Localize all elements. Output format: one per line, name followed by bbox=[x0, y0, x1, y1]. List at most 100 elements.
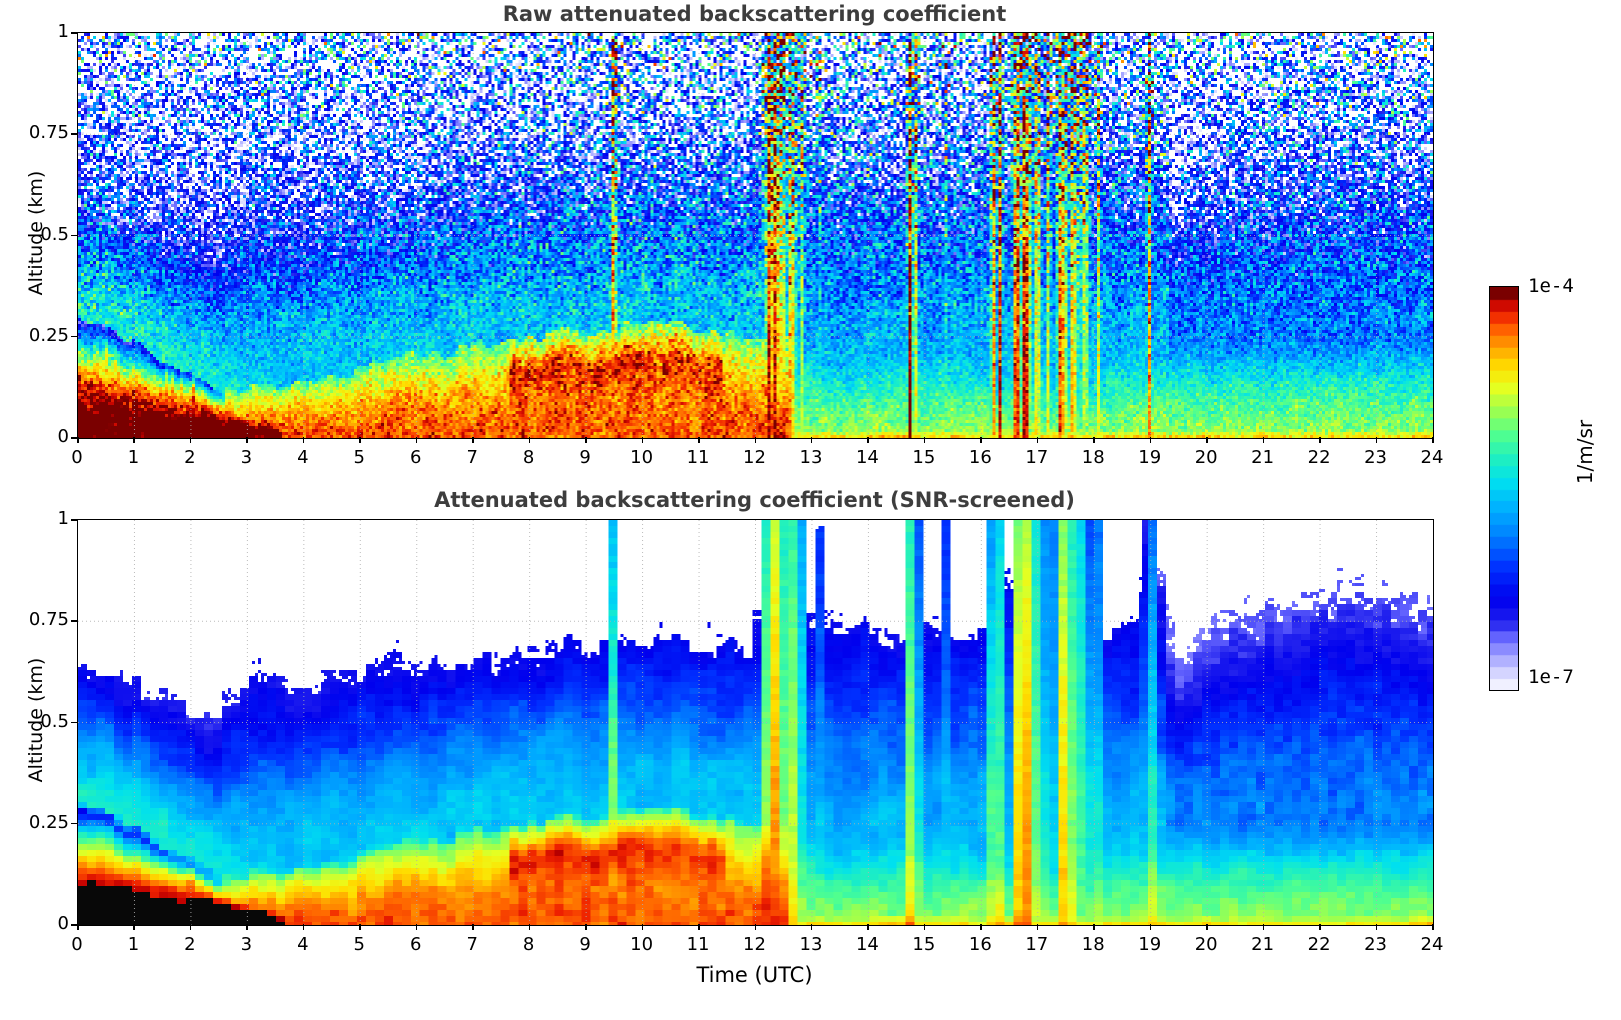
colorbar bbox=[1489, 286, 1519, 691]
x-tick-mark bbox=[1206, 437, 1208, 443]
x-tick-mark bbox=[1093, 437, 1095, 443]
panel-title-screened: Attenuated backscattering coefficient (S… bbox=[434, 488, 1075, 512]
x-tick-label: 23 bbox=[1364, 934, 1387, 955]
x-tick-label: 14 bbox=[855, 934, 879, 955]
x-tick-mark bbox=[980, 924, 982, 930]
x-tick-mark bbox=[189, 924, 192, 930]
x-tick-mark bbox=[1319, 924, 1321, 930]
x-tick-mark bbox=[754, 437, 756, 443]
x-tick-mark bbox=[1262, 437, 1265, 443]
y-tick-mark bbox=[71, 32, 77, 34]
x-tick-mark bbox=[1319, 437, 1321, 443]
x-tick-label: 18 bbox=[1081, 934, 1105, 955]
x-tick-label: 9 bbox=[579, 447, 591, 468]
x-tick-label: 3 bbox=[240, 934, 253, 955]
x-tick-label: 9 bbox=[579, 934, 591, 955]
x-tick-label: 16 bbox=[968, 934, 992, 955]
y-tick-mark bbox=[71, 234, 77, 236]
heatmap-screened bbox=[77, 519, 1434, 926]
y-tick-label: 0.25 bbox=[28, 811, 69, 833]
x-tick-label: 17 bbox=[1025, 447, 1049, 468]
x-tick-mark bbox=[528, 924, 531, 930]
x-tick-mark bbox=[585, 437, 587, 443]
x-tick-mark bbox=[641, 437, 644, 443]
x-tick-label: 8 bbox=[522, 447, 535, 468]
x-tick-mark bbox=[246, 924, 248, 930]
x-tick-label: 15 bbox=[912, 934, 936, 955]
x-tick-label: 17 bbox=[1025, 934, 1049, 955]
x-tick-mark bbox=[189, 437, 192, 443]
x-tick-label: 14 bbox=[855, 447, 879, 468]
x-tick-label: 4 bbox=[297, 447, 309, 468]
y-tick-mark bbox=[71, 437, 77, 439]
y-tick-label: 1 bbox=[57, 508, 69, 529]
y-tick-label: 0.25 bbox=[28, 324, 69, 346]
x-tick-mark bbox=[415, 437, 418, 443]
x-tick-label: 4 bbox=[297, 934, 309, 955]
x-tick-mark bbox=[472, 924, 474, 930]
x-tick-mark bbox=[754, 924, 756, 930]
y-tick-label: 0.75 bbox=[28, 122, 69, 144]
x-tick-mark bbox=[528, 437, 531, 443]
x-tick-label: 20 bbox=[1194, 447, 1218, 468]
x-tick-label: 1 bbox=[127, 447, 140, 468]
x-tick-mark bbox=[867, 924, 869, 930]
x-tick-mark bbox=[698, 437, 700, 443]
x-tick-mark bbox=[585, 924, 587, 930]
x-tick-label: 18 bbox=[1081, 447, 1105, 468]
x-tick-label: 0 bbox=[71, 934, 83, 955]
x-tick-label: 2 bbox=[184, 934, 196, 955]
x-tick-label: 2 bbox=[184, 447, 196, 468]
x-tick-mark bbox=[923, 437, 926, 443]
x-tick-mark bbox=[1375, 924, 1378, 930]
x-tick-mark bbox=[77, 437, 79, 443]
x-tick-mark bbox=[472, 437, 474, 443]
x-tick-label: 21 bbox=[1251, 934, 1275, 955]
x-tick-label: 11 bbox=[686, 934, 710, 955]
x-tick-mark bbox=[641, 924, 644, 930]
y-tick-mark bbox=[71, 924, 77, 926]
x-tick-mark bbox=[1432, 437, 1434, 443]
colorbar-min-label: 1e-7 bbox=[1528, 666, 1574, 688]
y-tick-label: 0.75 bbox=[28, 609, 69, 631]
x-tick-label: 24 bbox=[1420, 447, 1444, 468]
y-tick-mark bbox=[71, 721, 77, 723]
y-tick-mark bbox=[71, 335, 77, 338]
x-tick-mark bbox=[302, 924, 305, 930]
x-tick-label: 8 bbox=[522, 934, 535, 955]
x-tick-mark bbox=[415, 924, 418, 930]
x-tick-mark bbox=[246, 437, 248, 443]
x-tick-label: 22 bbox=[1307, 934, 1331, 955]
x-tick-mark bbox=[1262, 924, 1265, 930]
x-tick-label: 3 bbox=[240, 447, 253, 468]
x-tick-label: 13 bbox=[799, 934, 823, 955]
x-tick-label: 1 bbox=[127, 934, 140, 955]
heatmap-raw bbox=[77, 32, 1434, 439]
x-tick-mark bbox=[359, 437, 361, 443]
x-tick-mark bbox=[1432, 924, 1434, 930]
x-tick-mark bbox=[1375, 437, 1378, 443]
y-tick-mark bbox=[71, 519, 77, 521]
x-tick-mark bbox=[980, 437, 982, 443]
x-tick-label: 5 bbox=[353, 934, 365, 955]
x-tick-mark bbox=[923, 924, 926, 930]
x-tick-label: 7 bbox=[466, 934, 478, 955]
y-tick-mark bbox=[71, 133, 77, 135]
x-tick-mark bbox=[698, 924, 700, 930]
x-tick-label: 10 bbox=[630, 447, 654, 468]
x-tick-label: 21 bbox=[1251, 447, 1275, 468]
x-tick-mark bbox=[867, 437, 869, 443]
panel-title-raw: Raw attenuated backscattering coefficien… bbox=[502, 2, 1007, 26]
x-tick-label: 19 bbox=[1138, 447, 1162, 468]
colorbar-unit-label: 1/m/sr bbox=[1573, 419, 1597, 485]
colorbar-max-label: 1e-4 bbox=[1528, 275, 1574, 297]
x-tick-mark bbox=[1149, 924, 1152, 930]
x-tick-mark bbox=[810, 924, 813, 930]
x-tick-label: 16 bbox=[968, 447, 992, 468]
y-tick-mark bbox=[71, 822, 77, 825]
x-tick-label: 6 bbox=[410, 447, 422, 468]
x-tick-label: 11 bbox=[686, 447, 710, 468]
y-tick-label: 0 bbox=[57, 913, 69, 934]
x-tick-label: 7 bbox=[466, 447, 478, 468]
